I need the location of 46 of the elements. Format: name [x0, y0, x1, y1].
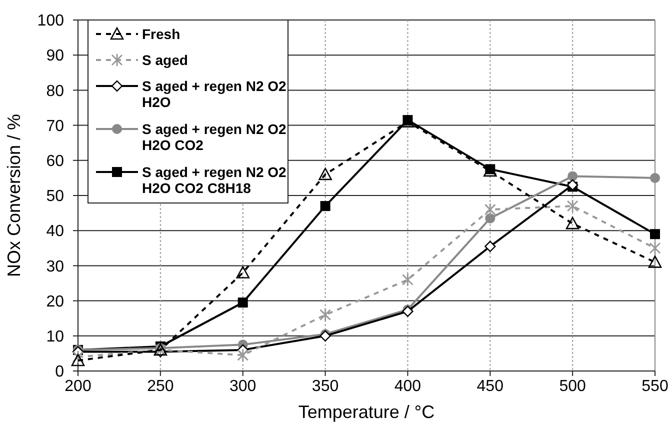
x-tick-label: 550 — [642, 378, 668, 395]
point — [483, 164, 497, 177]
point — [237, 348, 249, 362]
legend-label: S aged + regen N2 O2 H2O — [142, 78, 287, 110]
legend-label: S aged + regen N2 O2 H2O CO2 — [142, 120, 287, 153]
point — [320, 201, 330, 212]
legend-label: S aged — [142, 52, 188, 68]
point — [71, 354, 85, 366]
y-tick-label: 30 — [46, 258, 64, 276]
y-axis-title: NOx Conversion / % — [4, 114, 24, 278]
x-tick-label: 300 — [230, 378, 256, 395]
point — [72, 350, 84, 364]
y-tick-label: 80 — [46, 82, 64, 100]
point — [318, 168, 332, 180]
point — [566, 199, 578, 213]
y-tick-label: 40 — [46, 223, 64, 240]
y-tick-label: 100 — [37, 12, 64, 30]
x-axis-title: Temperature / °C — [298, 402, 435, 422]
legend-label: S aged + regen N2 O2 H2O CO2 C8H18 — [142, 164, 287, 196]
y-tick-label: 0 — [55, 364, 64, 381]
point — [484, 240, 496, 252]
point — [648, 256, 662, 268]
x-tick-label: 250 — [147, 378, 174, 395]
point — [650, 229, 660, 240]
point — [320, 308, 332, 322]
y-tick-label: 90 — [46, 48, 64, 65]
legend-label: Fresh — [142, 26, 180, 42]
y-tick-label: 70 — [46, 118, 64, 135]
point — [650, 172, 660, 183]
point — [402, 272, 414, 286]
x-tick-label: 200 — [64, 378, 92, 395]
point — [568, 171, 578, 182]
y-tick-label: 10 — [46, 328, 64, 346]
x-tick-label: 500 — [559, 378, 586, 395]
y-tick-label: 60 — [46, 153, 64, 170]
point — [566, 216, 580, 230]
point — [485, 213, 496, 224]
point — [649, 241, 661, 255]
x-tick-label: 400 — [394, 378, 422, 395]
y-tick-label: 50 — [46, 188, 64, 206]
x-tick-label: 450 — [476, 378, 504, 395]
point — [236, 266, 250, 278]
x-tick-label: 350 — [312, 378, 339, 395]
point — [238, 298, 248, 308]
y-tick-label: 20 — [46, 293, 64, 310]
point — [484, 202, 496, 216]
